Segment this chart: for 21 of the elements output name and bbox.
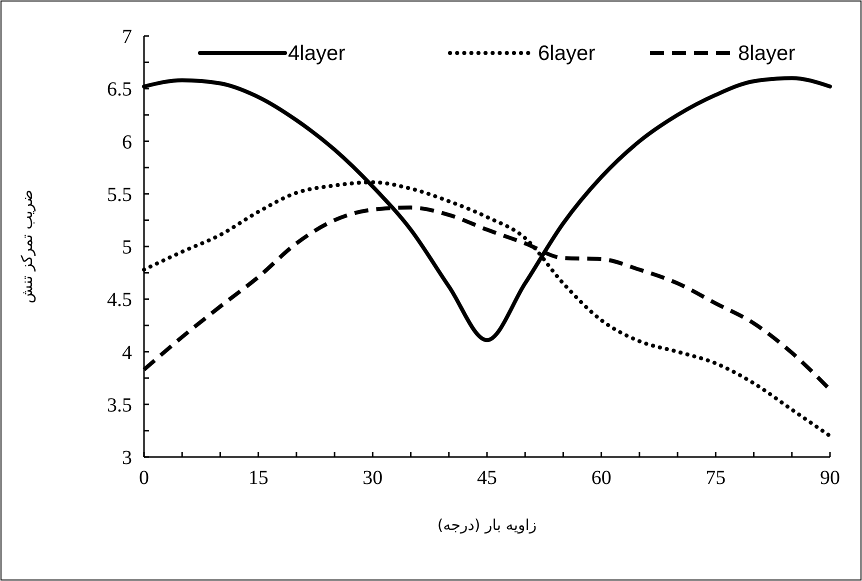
y-tick-label: 6.5 bbox=[107, 78, 132, 101]
x-tick-label: 60 bbox=[591, 467, 612, 489]
x-tick-label: 30 bbox=[362, 467, 383, 489]
y-tick-label: 3.5 bbox=[107, 394, 132, 416]
x-tick-label: 90 bbox=[820, 467, 840, 489]
x-tick-label: 75 bbox=[706, 467, 726, 489]
y-tick-label: 4.5 bbox=[107, 289, 132, 312]
y-axis-title: ضریب تمرکز تنش bbox=[18, 190, 36, 304]
y-tick-label: 5.5 bbox=[107, 184, 132, 206]
x-axis-title: زاویه بار (درجه) bbox=[437, 516, 537, 534]
y-tick-label: 5 bbox=[122, 236, 132, 258]
legend-label: 6layer bbox=[538, 42, 596, 65]
y-tick-label: 4 bbox=[122, 342, 132, 364]
legend-label: 8layer bbox=[738, 42, 796, 65]
legend-label: 4layer bbox=[288, 42, 346, 65]
x-tick-label: 0 bbox=[139, 467, 149, 489]
y-tick-label: 3 bbox=[122, 447, 132, 469]
y-tick-label: 7 bbox=[122, 26, 132, 48]
x-tick-label: 15 bbox=[248, 467, 268, 489]
x-tick-label: 45 bbox=[477, 467, 497, 489]
y-tick-label: 6 bbox=[122, 131, 132, 154]
